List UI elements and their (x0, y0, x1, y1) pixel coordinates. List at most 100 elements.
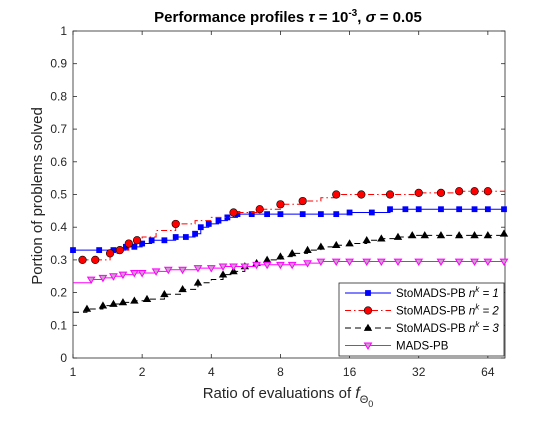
x-tick-label: 8 (277, 365, 284, 379)
series-marker-triangle-down (276, 261, 285, 270)
series-marker-triangle (393, 232, 403, 240)
series-marker-triangle-down (229, 263, 238, 271)
x-tick-label: 4 (208, 365, 215, 379)
series-marker-triangle (142, 294, 152, 302)
series-marker-triangle (109, 299, 118, 307)
series-marker-circle (124, 239, 133, 248)
series-marker-square (299, 211, 306, 218)
series-marker-square (205, 221, 212, 227)
series-marker-triangle-down (316, 258, 326, 267)
series-marker-triangle-down (287, 261, 297, 270)
series-marker-square (456, 206, 463, 213)
series-marker-circle (455, 187, 464, 196)
series-marker-square (161, 237, 168, 244)
series-marker-triangle-down (470, 258, 479, 267)
series-marker-square (317, 211, 324, 218)
series-marker-square (70, 247, 76, 253)
series-marker-square (131, 243, 138, 250)
series-marker-circle (132, 236, 142, 245)
series-marker-triangle (98, 301, 108, 309)
x-tick-label: 32 (412, 365, 426, 379)
series-marker-triangle (436, 231, 446, 239)
series-marker-circle (91, 255, 100, 265)
series-marker-triangle (218, 270, 228, 278)
series-marker-square (501, 206, 507, 213)
series-marker-square (248, 211, 255, 218)
series-marker-square (402, 206, 409, 213)
series-marker-triangle (178, 285, 187, 293)
series-marker-square (365, 290, 371, 296)
series-marker-triangle-down (376, 258, 386, 267)
series-marker-square (148, 237, 155, 244)
series-marker-square (471, 206, 478, 213)
series-marker-triangle (363, 323, 373, 331)
series-marker-triangle-down (151, 268, 161, 276)
y-tick-label: 0.4 (50, 220, 67, 234)
series-marker-circle (470, 187, 479, 196)
y-axis-label: Portion of problems solved (29, 107, 46, 285)
y-tick-label: 0.5 (50, 188, 67, 202)
series-marker-triangle (332, 240, 341, 249)
x-tick-label: 16 (343, 365, 357, 379)
series-marker-triangle (276, 252, 285, 260)
chart-title: Performance profiles τ = 10-3, σ = 0.05 (154, 8, 422, 26)
series-marker-triangle (345, 239, 354, 247)
series-marker-triangle-down (331, 258, 341, 267)
series-marker-triangle-down (240, 263, 250, 271)
series-marker-square (346, 209, 353, 216)
legend-label: StoMADS-PB nk = 1 (396, 285, 499, 300)
series-marker-triangle-down (206, 265, 216, 273)
series-marker-square (438, 206, 444, 213)
x-tick-label: 64 (481, 365, 495, 379)
series-marker-circle (332, 190, 341, 199)
series-marker-triangle-down (252, 261, 261, 270)
series-marker-triangle (454, 231, 464, 239)
y-tick-label: 0.6 (50, 155, 67, 169)
series-marker-triangle (82, 304, 92, 312)
series-marker-triangle-down (262, 261, 272, 270)
series-marker-triangle (316, 242, 326, 250)
series-marker-triangle-down (454, 258, 464, 267)
series-marker-triangle-down (118, 271, 128, 280)
series-marker-triangle-down (109, 273, 118, 281)
series-marker-square (172, 234, 179, 240)
series-marker-square (182, 234, 189, 240)
series-marker-triangle (470, 231, 479, 239)
legend-label: MADS-PB (396, 341, 449, 353)
series-marker-circle (363, 306, 373, 315)
series-marker-triangle-down (362, 258, 372, 267)
series-marker-triangle (193, 278, 203, 286)
y-tick-label: 0.3 (50, 253, 67, 267)
series-marker-triangle-down (363, 342, 373, 350)
series-marker-triangle (130, 296, 139, 304)
series-marker-triangle-down (393, 258, 403, 267)
series-marker-circle (357, 190, 366, 199)
series-marker-circle (483, 187, 492, 196)
series-marker-triangle (420, 231, 429, 239)
series-marker-triangle-down (414, 258, 424, 267)
series-marker-square (277, 211, 284, 218)
series-marker-triangle (483, 231, 493, 239)
series-marker-square (192, 230, 198, 237)
series-marker-triangle-down (178, 266, 187, 275)
series-marker-triangle (362, 235, 371, 244)
y-tick-label: 1 (60, 24, 67, 38)
series-marker-triangle (377, 234, 386, 242)
series-marker-square (387, 206, 393, 213)
series-marker-triangle-down (86, 276, 96, 285)
series-marker-triangle-down (483, 258, 493, 267)
series-marker-circle (78, 255, 87, 265)
y-tick-label: 0.7 (50, 122, 67, 136)
series-marker-circle (298, 196, 307, 206)
series-marker-triangle-down (98, 274, 108, 283)
series-marker-circle (276, 200, 285, 209)
series-marker-circle (255, 205, 264, 214)
legend-label: StoMADS-PB nk = 2 (396, 303, 499, 318)
y-tick-label: 0.8 (50, 89, 67, 103)
series-marker-triangle-down (193, 265, 203, 273)
series-marker-square (333, 211, 340, 218)
y-tick-label: 0 (60, 351, 67, 365)
y-tick-label: 0.2 (50, 286, 67, 300)
x-tick-label: 2 (139, 365, 146, 379)
